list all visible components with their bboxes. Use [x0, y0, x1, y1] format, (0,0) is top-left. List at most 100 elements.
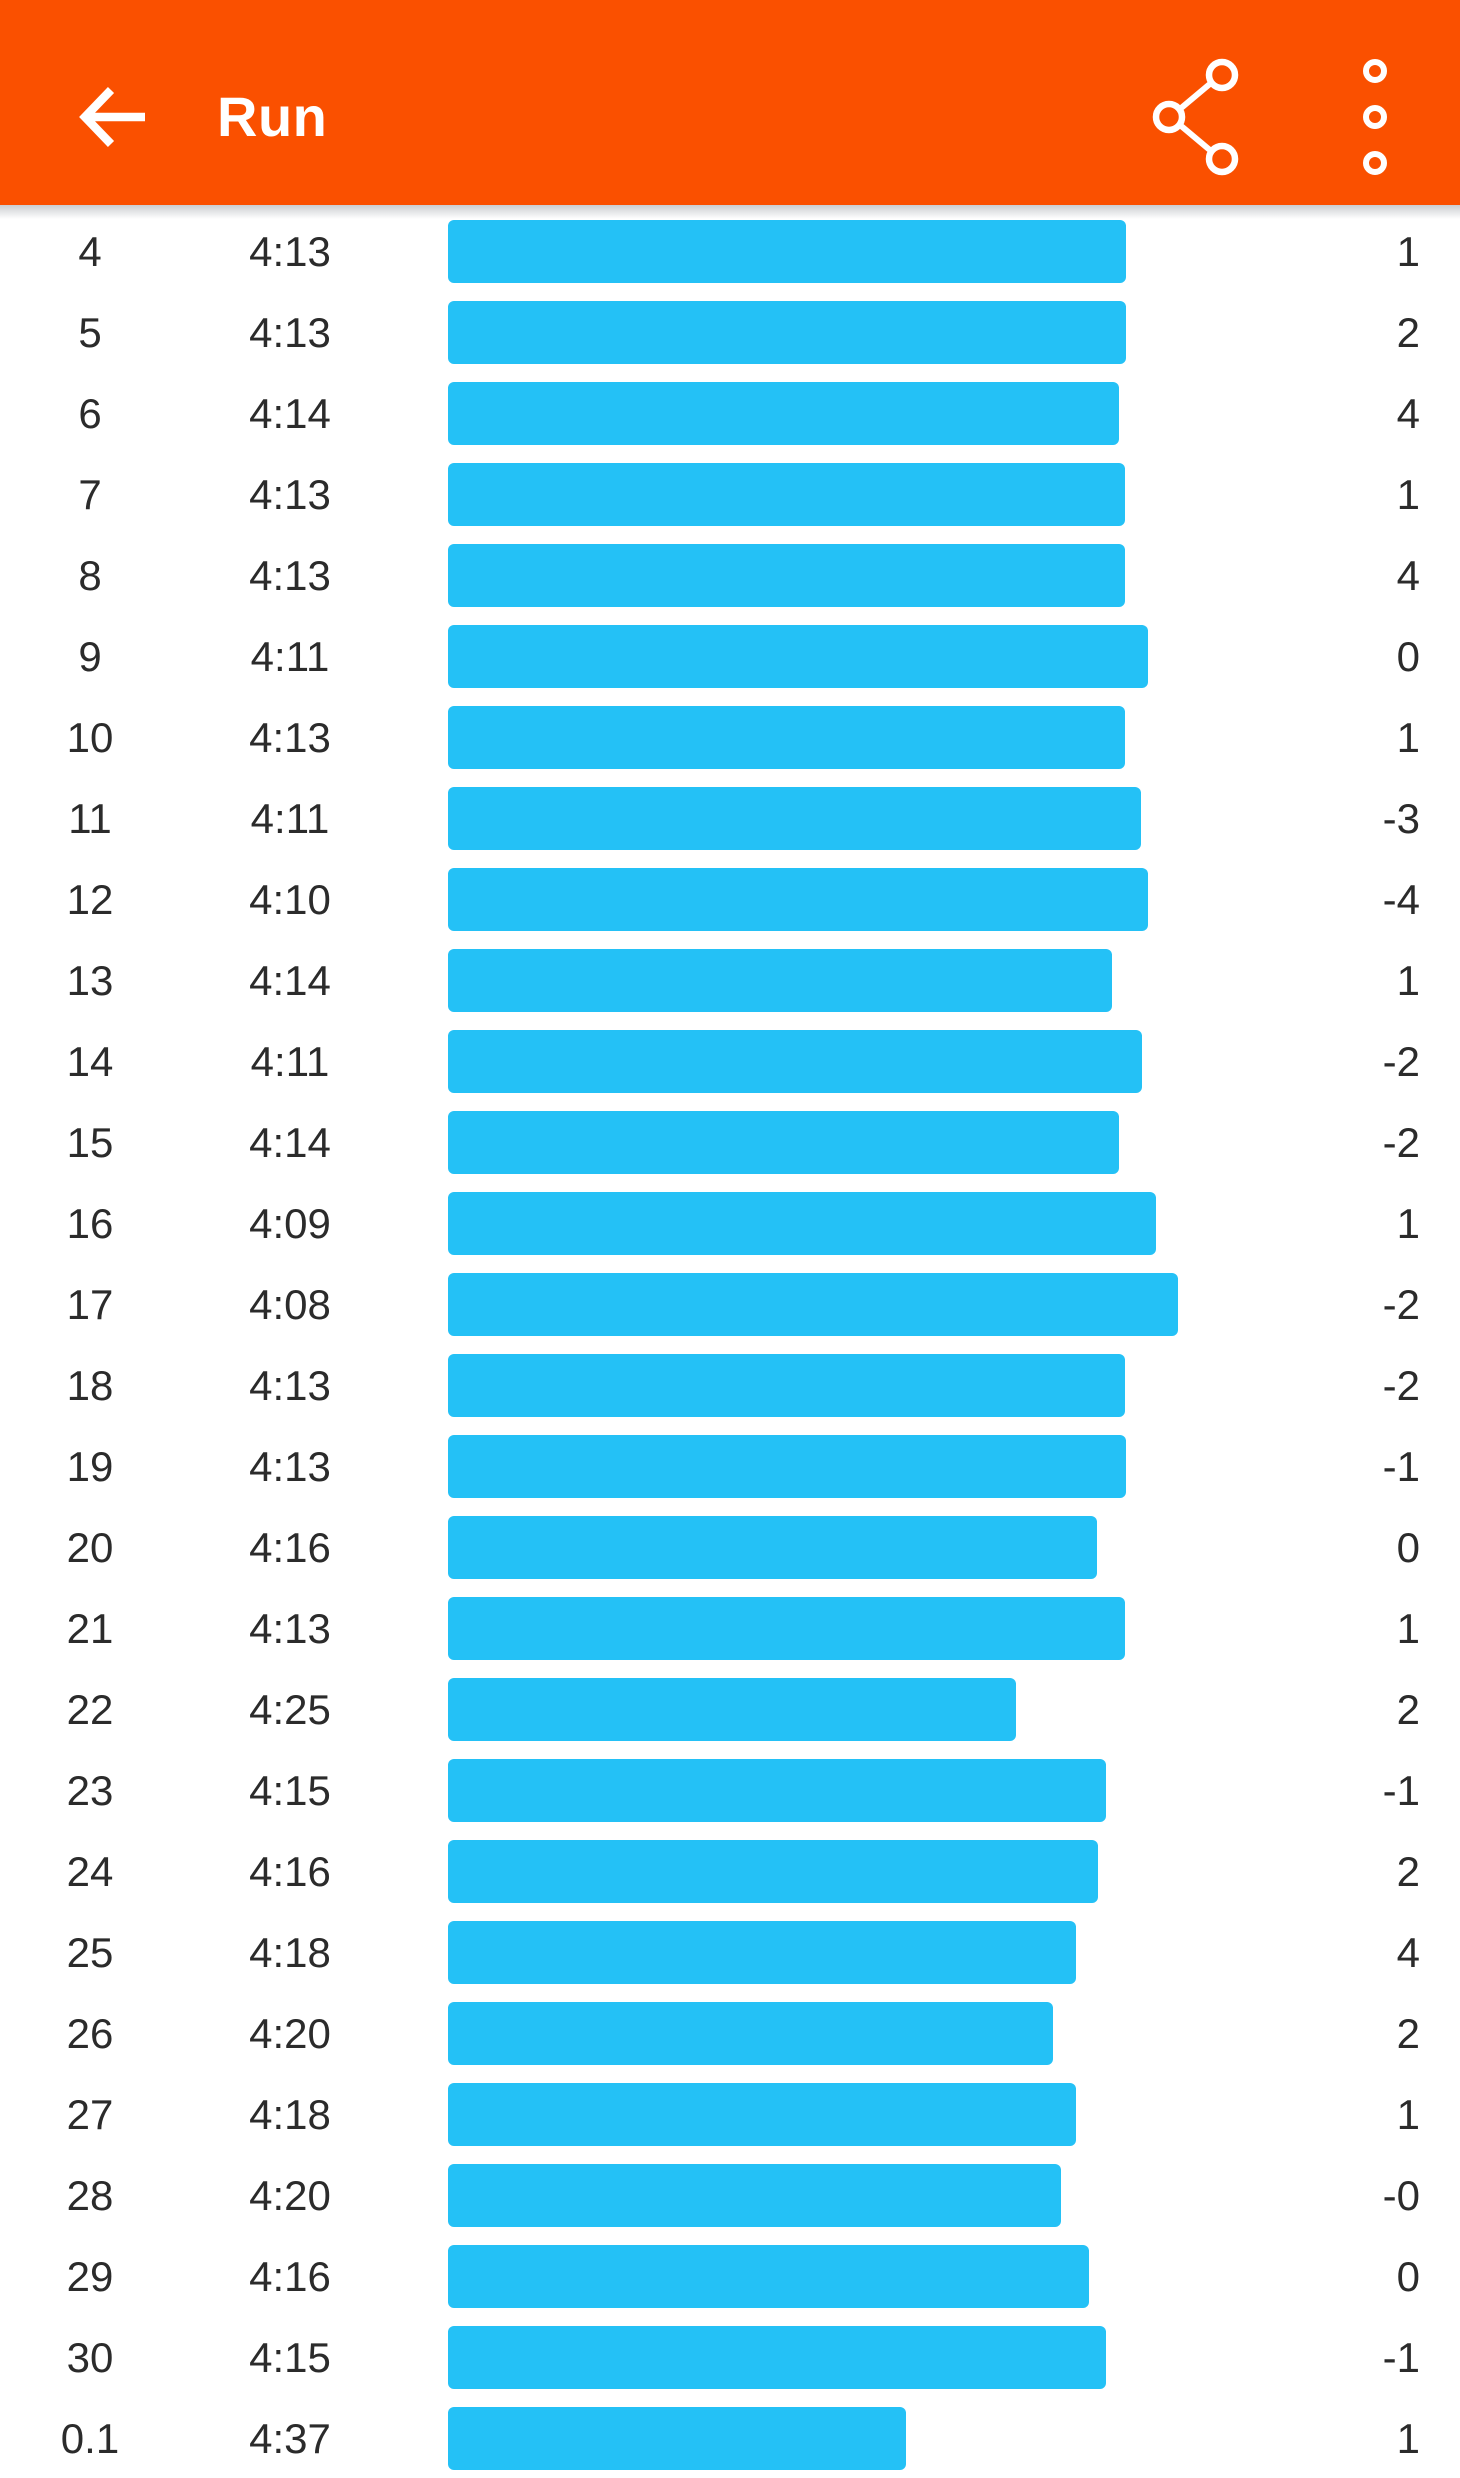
pace-bar-track	[448, 1597, 1260, 1660]
split-row: 22 4:25 2	[0, 1669, 1460, 1750]
elevation-label: 0	[1396, 2252, 1420, 2300]
elevation-label: 1	[1396, 227, 1420, 275]
pace-bar-track	[448, 1678, 1260, 1741]
page-title: Run	[217, 85, 328, 148]
pace-label: 4:13	[249, 551, 331, 599]
pace-bar	[448, 1192, 1156, 1255]
elevation-label: 1	[1396, 2090, 1420, 2138]
split-row: 29 4:16 0	[0, 2236, 1460, 2317]
km-label: 21	[66, 1604, 114, 1652]
pace-bar	[448, 1840, 1098, 1903]
km-label: 14	[66, 1037, 114, 1085]
splits-list[interactable]: 4 4:13 1 5 4:13 2 6 4:14 4 7 4:1	[0, 205, 1460, 2478]
split-row: 18 4:13 -2	[0, 1345, 1460, 1426]
elevation-label: 0	[1396, 1523, 1420, 1571]
pace-label: 4:13	[249, 470, 331, 518]
km-label: 4	[78, 227, 102, 275]
share-icon	[1151, 57, 1249, 177]
elevation-label: 2	[1396, 1685, 1420, 1733]
split-row: 5 4:13 2	[0, 292, 1460, 373]
pace-bar-track	[448, 2083, 1260, 2146]
pace-label: 4:14	[249, 389, 331, 437]
split-row: 30 4:15 -1	[0, 2317, 1460, 2398]
pace-bar-track	[448, 463, 1260, 526]
split-row: 17 4:08 -2	[0, 1264, 1460, 1345]
pace-bar	[448, 1759, 1106, 1822]
pace-bar-track	[448, 1840, 1260, 1903]
pace-bar	[448, 868, 1148, 931]
pace-bar-track	[448, 1516, 1260, 1579]
elevation-label: -2	[1382, 1037, 1420, 1085]
elevation-label: 0	[1396, 632, 1420, 680]
elevation-label: -4	[1382, 875, 1420, 923]
elevation-label: -2	[1382, 1361, 1420, 1409]
pace-bar-track	[448, 1111, 1260, 1174]
overflow-menu-button[interactable]	[1361, 57, 1389, 177]
km-label: 8	[78, 551, 102, 599]
pace-bar	[448, 2083, 1076, 2146]
km-label: 24	[66, 1847, 114, 1895]
pace-bar	[448, 382, 1119, 445]
pace-bar	[448, 2326, 1106, 2389]
split-row: 6 4:14 4	[0, 373, 1460, 454]
pace-bar-track	[448, 382, 1260, 445]
split-row: 27 4:18 1	[0, 2074, 1460, 2155]
pace-bar	[448, 706, 1125, 769]
split-row: 20 4:16 0	[0, 1507, 1460, 1588]
back-button[interactable]	[75, 78, 153, 156]
elevation-label: -1	[1382, 1766, 1420, 1814]
share-button[interactable]	[1151, 57, 1249, 177]
pace-bar	[448, 1597, 1125, 1660]
pace-bar-track	[448, 706, 1260, 769]
elevation-label: -2	[1382, 1280, 1420, 1328]
pace-label: 4:18	[249, 1928, 331, 1976]
pace-bar	[448, 1921, 1076, 1984]
pace-bar-track	[448, 2002, 1260, 2065]
elevation-label: 1	[1396, 470, 1420, 518]
pace-bar	[448, 220, 1126, 283]
pace-label: 4:13	[249, 1604, 331, 1652]
split-row: 12 4:10 -4	[0, 859, 1460, 940]
km-label: 22	[66, 1685, 114, 1733]
pace-label: 4:08	[249, 1280, 331, 1328]
pace-bar	[448, 1678, 1016, 1741]
pace-bar	[448, 2407, 906, 2470]
pace-bar-track	[448, 868, 1260, 931]
pace-label: 4:18	[249, 2090, 331, 2138]
pace-label: 4:11	[250, 794, 330, 842]
km-label: 10	[66, 713, 114, 761]
km-label: 25	[66, 1928, 114, 1976]
split-row: 21 4:13 1	[0, 1588, 1460, 1669]
pace-bar-track	[448, 301, 1260, 364]
km-label: 12	[66, 875, 114, 923]
pace-bar	[448, 1030, 1142, 1093]
km-label: 29	[66, 2252, 114, 2300]
pace-label: 4:16	[249, 1523, 331, 1571]
pace-bar-track	[448, 2407, 1260, 2470]
km-label: 19	[66, 1442, 114, 1490]
split-row: 26 4:20 2	[0, 1993, 1460, 2074]
km-label: 6	[78, 389, 102, 437]
pace-bar-track	[448, 1354, 1260, 1417]
pace-label: 4:20	[249, 2171, 331, 2219]
pace-label: 4:09	[249, 1199, 331, 1247]
elevation-label: -0	[1382, 2171, 1420, 2219]
pace-bar-track	[448, 544, 1260, 607]
pace-label: 4:10	[249, 875, 331, 923]
split-row: 25 4:18 4	[0, 1912, 1460, 1993]
pace-label: 4:11	[250, 632, 330, 680]
pace-bar	[448, 1273, 1178, 1336]
pace-bar	[448, 625, 1148, 688]
elevation-label: 4	[1396, 551, 1420, 599]
pace-label: 4:16	[249, 2252, 331, 2300]
elevation-label: -3	[1382, 794, 1420, 842]
km-label: 27	[66, 2090, 114, 2138]
split-row: 23 4:15 -1	[0, 1750, 1460, 1831]
split-row: 10 4:13 1	[0, 697, 1460, 778]
app-bar: Run	[0, 0, 1460, 205]
split-row: 11 4:11 -3	[0, 778, 1460, 859]
pace-bar	[448, 1354, 1125, 1417]
km-label: 26	[66, 2009, 114, 2057]
pace-label: 4:25	[249, 1685, 331, 1733]
